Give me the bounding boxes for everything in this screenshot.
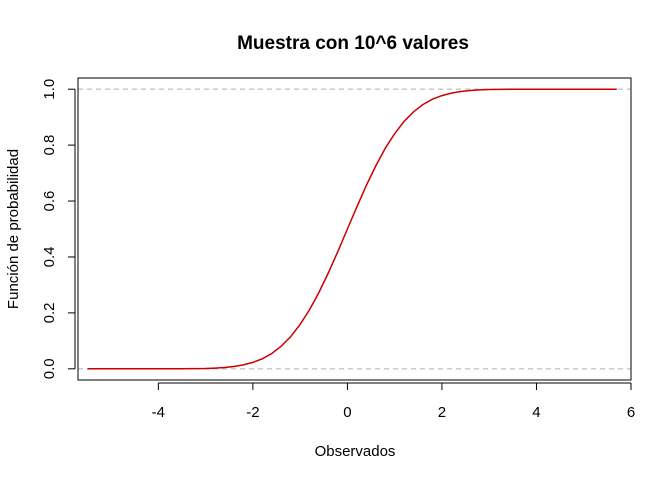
x-tick-label-2: 0 — [343, 404, 351, 421]
y-axis-label: Función de probabilidad — [5, 149, 22, 309]
chart-title: Muestra con 10^6 valores — [237, 33, 469, 54]
y-tick-label-4: 0.8 — [41, 135, 58, 156]
plot-area — [78, 88, 631, 370]
x-tick-label-1: -2 — [246, 404, 259, 421]
x-axis-label: Observados — [315, 443, 396, 460]
x-tick-label-5: 6 — [627, 404, 635, 421]
y-tick-label-3: 0.6 — [41, 191, 58, 212]
x-tick-label-4: 4 — [532, 404, 540, 421]
plot-frame — [77, 77, 632, 381]
x-tick-label-3: 2 — [438, 404, 446, 421]
x-tick-label-0: -4 — [152, 404, 165, 421]
y-tick-label-2: 0.4 — [41, 247, 58, 268]
series-line-0 — [87, 88, 617, 370]
y-tick-label-0: 0.0 — [41, 358, 58, 379]
y-tick-label-1: 0.2 — [41, 302, 58, 323]
y-axis: 0.0 0.2 0.4 0.6 0.8 1.0 — [41, 79, 76, 379]
y-tick-label-5: 1.0 — [41, 79, 58, 100]
x-axis: -4 -2 0 2 4 6 — [152, 382, 635, 421]
